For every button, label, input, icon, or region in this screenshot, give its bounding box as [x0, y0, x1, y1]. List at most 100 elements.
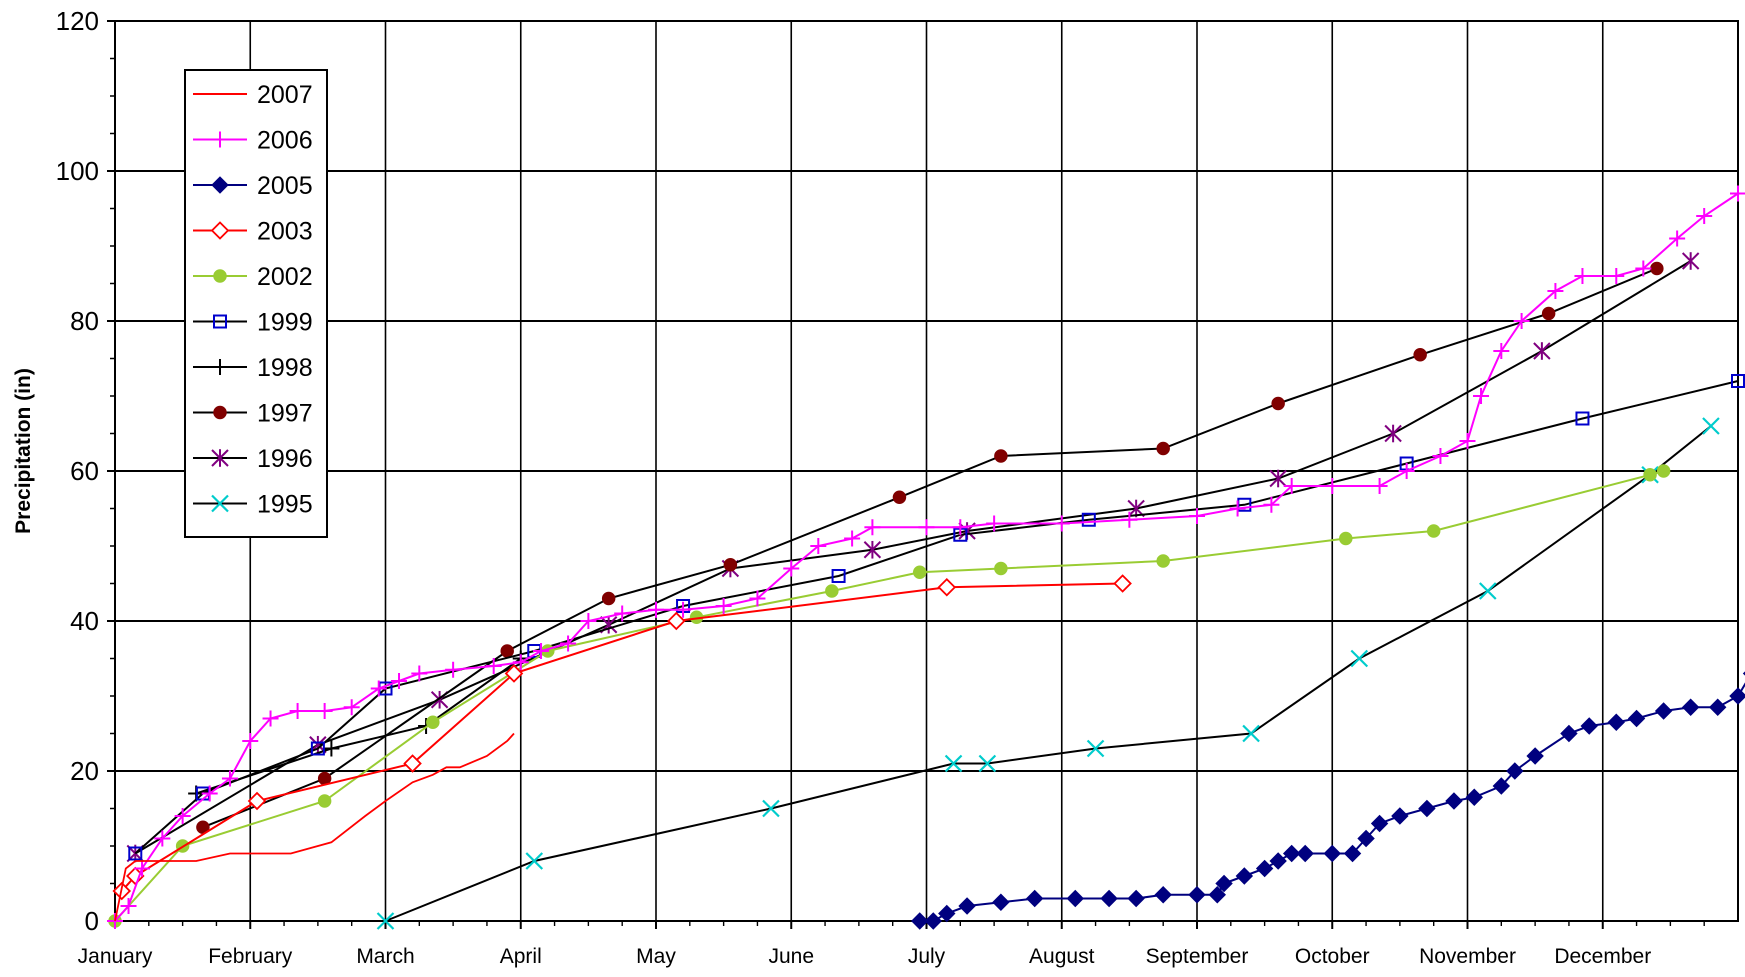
y-tick-label: 80 — [70, 306, 99, 336]
data-point — [1656, 464, 1671, 478]
data-point — [892, 490, 907, 504]
y-tick-label: 100 — [56, 156, 99, 186]
legend-item-1996: 1996 — [193, 445, 313, 473]
data-point — [723, 558, 738, 572]
data-point — [1643, 468, 1657, 482]
data-point — [376, 912, 395, 930]
data-point — [1681, 698, 1700, 716]
legend-label: 2006 — [257, 127, 313, 155]
data-point — [1709, 698, 1727, 716]
data-point — [1418, 799, 1436, 818]
data-point — [317, 794, 332, 808]
x-tick-label: August — [1029, 945, 1095, 968]
x-tick-label: September — [1146, 945, 1249, 968]
data-point — [213, 314, 227, 329]
data-point — [1479, 582, 1497, 600]
data-point — [211, 176, 229, 194]
data-point — [211, 494, 229, 513]
data-point — [1271, 396, 1285, 411]
series-2005 — [911, 671, 1745, 930]
series-line-2007 — [114, 732, 515, 922]
series-2006 — [107, 185, 1745, 929]
legend-item-1995: 1995 — [193, 491, 313, 519]
legend-item-2006: 2006 — [193, 127, 313, 155]
x-tick-label: October — [1295, 945, 1370, 968]
data-point — [525, 852, 544, 870]
legend-label: 1995 — [257, 491, 313, 519]
legend-item-2007: 2007 — [193, 81, 313, 109]
data-point — [1269, 852, 1287, 870]
x-tick-label: May — [636, 945, 676, 968]
data-point — [1156, 554, 1170, 568]
y-tick-label: 120 — [56, 6, 99, 36]
data-point — [1066, 889, 1084, 908]
x-tick-label: March — [356, 945, 414, 968]
data-point — [1113, 574, 1132, 593]
x-tick-label: June — [768, 945, 814, 968]
data-point — [1208, 886, 1226, 904]
series-1997 — [196, 261, 1664, 834]
x-tick-label: December — [1554, 945, 1651, 968]
data-point — [958, 897, 976, 915]
legend-item-1999: 1999 — [193, 309, 313, 337]
data-point — [1323, 844, 1341, 863]
data-point — [912, 565, 927, 579]
data-point — [1465, 788, 1483, 806]
series-line-2002 — [114, 470, 1664, 922]
data-point — [937, 577, 957, 597]
series-2007 — [114, 732, 515, 922]
data-point — [1025, 889, 1044, 908]
series-line-2003 — [121, 582, 1123, 892]
data-point — [1702, 417, 1720, 435]
data-point — [1445, 792, 1463, 810]
data-point — [831, 569, 846, 583]
legend-label: 1999 — [257, 309, 313, 337]
legend: 2007 2006 2005 2003 2002 1999 1998 1997 1996 1995 — [184, 69, 328, 538]
data-point — [1296, 844, 1314, 863]
data-point — [938, 904, 956, 923]
data-point — [1339, 531, 1353, 546]
data-point — [1156, 441, 1170, 456]
data-point — [978, 754, 997, 773]
data-point — [1127, 889, 1145, 908]
y-tick-label: 40 — [70, 606, 99, 636]
data-point — [1215, 874, 1233, 893]
data-point — [1607, 713, 1625, 731]
data-point — [762, 799, 780, 818]
series-group — [107, 185, 1745, 930]
legend-item-1998: 1998 — [193, 354, 313, 382]
legend-item-1997: 1997 — [193, 400, 313, 428]
data-point — [994, 449, 1008, 463]
series-line-1996 — [134, 260, 1692, 855]
data-point — [1560, 724, 1578, 743]
data-point — [1580, 717, 1598, 735]
data-point — [1242, 724, 1260, 743]
data-point — [924, 912, 942, 930]
legend-item-2002: 2002 — [193, 263, 313, 291]
data-point — [1350, 649, 1369, 668]
data-point — [825, 584, 839, 598]
data-point — [911, 912, 929, 930]
legend-label: 2002 — [257, 263, 313, 291]
data-point — [1370, 814, 1389, 833]
y-axis-label: Precipitation (in) — [12, 368, 35, 534]
data-point — [667, 611, 686, 631]
y-tick-label: 0 — [85, 906, 99, 936]
legend-label: 2003 — [257, 218, 313, 246]
x-tick-label: January — [78, 945, 153, 968]
x-tick-label: February — [208, 945, 293, 968]
legend-item-2005: 2005 — [193, 172, 313, 200]
data-point — [500, 644, 514, 658]
data-point — [994, 561, 1008, 576]
legend-label: 1996 — [257, 445, 313, 473]
data-point — [1391, 807, 1409, 825]
data-point — [1235, 867, 1254, 885]
data-point — [1282, 844, 1301, 863]
data-point — [1541, 306, 1556, 321]
data-point — [1654, 702, 1673, 720]
series-1996 — [126, 252, 1700, 863]
x-tick-label: July — [908, 945, 946, 968]
series-1995 — [376, 417, 1720, 930]
data-point — [1154, 886, 1172, 904]
